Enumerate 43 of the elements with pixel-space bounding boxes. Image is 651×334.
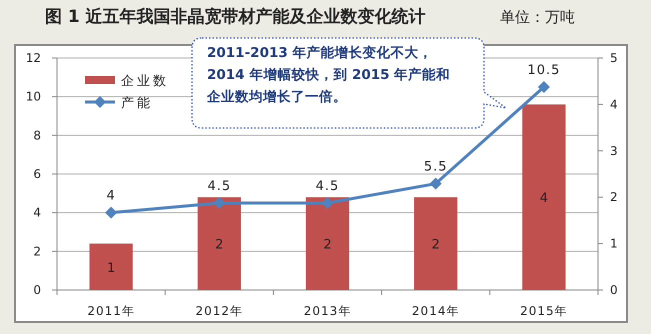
point <box>538 81 550 93</box>
bar <box>522 104 566 290</box>
data-label: 4 <box>540 191 548 206</box>
y-tick-label: 2 <box>33 244 41 258</box>
chart-title: 图 1 近五年我国非晶宽带材产能及企业数变化统计 <box>45 7 426 27</box>
data-label: 4.5 <box>316 179 340 194</box>
data-label: 5.5 <box>424 160 448 175</box>
bar <box>198 197 241 290</box>
y-tick-label: 0 <box>33 283 41 297</box>
legend-label: 产能 <box>121 96 153 111</box>
data-label: 2 <box>323 238 332 253</box>
bar <box>414 197 458 290</box>
bar <box>89 244 133 290</box>
legend-label: 企业数 <box>121 74 169 89</box>
x-tick-label: 2012年 <box>196 304 244 318</box>
data-label: 2 <box>432 238 440 253</box>
point <box>105 206 118 219</box>
y-tick-label: 4 <box>33 206 41 220</box>
y-tick-label: 8 <box>33 128 41 142</box>
point <box>322 197 334 209</box>
y2-tick-label: 4 <box>610 97 618 112</box>
y2-tick-label: 0 <box>610 283 618 297</box>
text: 单位：万吨 <box>500 8 575 26</box>
data-label: 4 <box>106 188 116 204</box>
point <box>213 197 226 209</box>
y2-tick-label: 3 <box>610 144 618 158</box>
y2-tick-label: 1 <box>610 236 618 251</box>
data-label: 2 <box>215 238 224 253</box>
y2-tick-label: 5 <box>610 51 618 65</box>
y-tick-label: 12 <box>26 51 41 65</box>
x-tick-label: 2011年 <box>87 304 135 318</box>
y-tick-label: 6 <box>33 167 41 181</box>
y2-tick-label: 2 <box>610 190 618 204</box>
data-label: 4.5 <box>207 179 232 194</box>
bar <box>306 197 350 290</box>
point <box>430 178 442 190</box>
data-label: 1 <box>106 260 116 276</box>
x-tick-label: 2015年 <box>520 304 568 318</box>
x-tick-label: 2014年 <box>412 304 460 318</box>
data-label: 10.5 <box>527 63 560 78</box>
annotation: 2011-2013 年产能增长变化不大，2014 年增幅较快，到 2015 年产能和企业数均增长了一倍。 <box>207 44 452 107</box>
x-tick-label: 2013年 <box>304 304 352 318</box>
y-tick-label: 10 <box>26 90 41 104</box>
